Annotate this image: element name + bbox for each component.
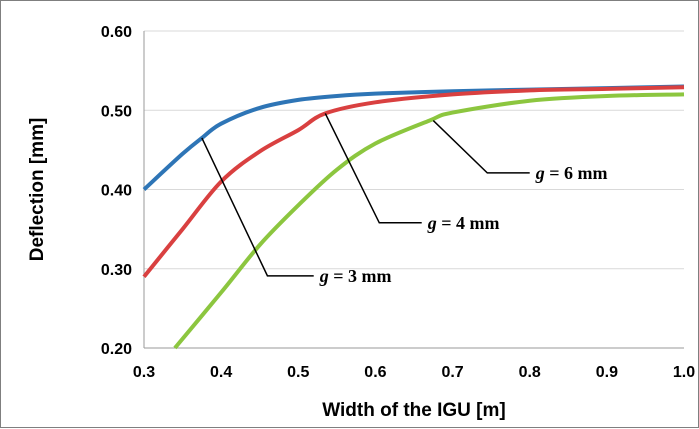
x-tick-label: 0.3 — [133, 364, 155, 381]
x-tick-label: 1.0 — [673, 364, 695, 381]
gridlines — [144, 30, 684, 270]
x-axis-title: Width of the IGU [m] — [322, 400, 505, 421]
y-axis-title: Deflection [mm] — [27, 118, 48, 262]
annotations: g = 3 mm g = 4 mm g = 6 mm — [201, 113, 608, 286]
annotation-label-2: g = 4 mm — [427, 213, 500, 233]
tick-labels: 0.20 0.30 0.40 0.50 0.60 0.3 0.4 0.5 0.6 0.7 0.8 0.… — [101, 24, 695, 381]
x-tick-label: 0.8 — [519, 364, 541, 381]
y-tick-label: 0.60 — [101, 24, 132, 41]
y-tick-label: 0.30 — [101, 262, 132, 279]
annotation-label-3: g = 6 mm — [535, 163, 608, 183]
series-line-3 — [173, 92, 685, 350]
x-tick-label: 0.5 — [287, 364, 309, 381]
series-lines — [142, 84, 685, 350]
x-tick-label: 0.7 — [441, 364, 463, 381]
x-tick-label: 0.4 — [210, 364, 232, 381]
annotation-leader-1 — [201, 137, 314, 277]
x-tick-label: 0.9 — [596, 364, 618, 381]
x-tick-label: 0.6 — [364, 364, 386, 381]
y-tick-label: 0.20 — [101, 341, 132, 358]
annotation-leader-2 — [324, 113, 422, 224]
annotation-label-1: g = 3 mm — [319, 266, 392, 286]
y-tick-label: 0.40 — [101, 183, 132, 200]
y-tick-label: 0.50 — [101, 103, 132, 120]
series-line-2 — [142, 85, 685, 278]
annotation-leader-3 — [432, 120, 530, 174]
